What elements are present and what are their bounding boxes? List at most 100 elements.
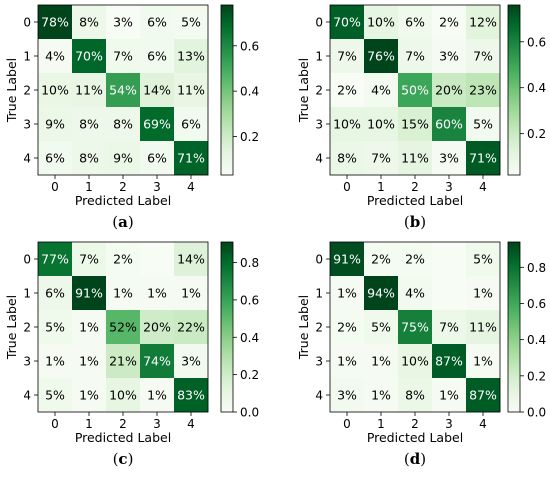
cell-label: 7% [473, 49, 493, 64]
y-tick-label: 3 [315, 355, 323, 369]
heatmap-cell [330, 242, 365, 277]
cell-label: 4% [371, 83, 391, 98]
colorbar-tick-label: 0.6 [527, 35, 546, 49]
heatmap-cell [38, 378, 73, 413]
cell-label: 1% [337, 354, 357, 369]
heatmap-cell [72, 344, 107, 379]
heatmap-cell [72, 5, 107, 40]
heatmap-cell [140, 276, 175, 311]
cell-label: 2% [439, 15, 459, 30]
heatmap-cell [140, 242, 175, 277]
cell-label: 2% [337, 320, 357, 335]
x-tick-label: 2 [411, 180, 419, 194]
heatmap-cell [106, 276, 141, 311]
panel-label: (d) [404, 450, 426, 468]
cell-label: 5% [181, 15, 201, 30]
cell-label: 94% [367, 286, 395, 301]
cell-label: 3% [439, 49, 459, 64]
cell-label: 10% [109, 388, 137, 403]
y-tick-label: 4 [315, 152, 323, 166]
heatmap-cell [466, 276, 501, 311]
x-tick-label: 1 [377, 417, 385, 431]
heatmap-cell [174, 242, 209, 277]
heatmap-cell [364, 107, 399, 142]
cell-label: 11% [75, 83, 103, 98]
heatmap-cell [174, 276, 209, 311]
panel-b: 70% 10% 6% 2% 12%7% 76% 7% 3% 7%2% 4% 50% 20% 23%10%… [296, 4, 546, 231]
x-axis-label: Predicted Label [75, 430, 171, 445]
heatmap-cell [140, 344, 175, 379]
heatmap-cell [398, 310, 433, 345]
heatmap-cell [466, 344, 501, 379]
cell-label: 1% [371, 388, 391, 403]
colorbar-tick-label: 0.2 [240, 130, 259, 144]
heatmap-cell [330, 107, 365, 142]
heatmap-cell [140, 73, 175, 108]
cell-label: 7% [79, 252, 99, 267]
heatmap-cell [432, 378, 467, 413]
heatmap-cell [432, 39, 467, 74]
cell-label: 7% [439, 320, 459, 335]
heatmap-cell [466, 39, 501, 74]
heatmap-cell [106, 242, 141, 277]
heatmap-cell [432, 242, 467, 277]
y-axis-label: True Label [296, 295, 311, 360]
cell-label: 8% [113, 117, 133, 132]
cell-label: 1% [181, 286, 201, 301]
cell-label: 12% [469, 15, 497, 30]
cell-label: 7% [405, 49, 425, 64]
heatmap-cell [466, 141, 501, 176]
y-tick-label: 4 [23, 389, 31, 403]
cell-label: 1% [79, 354, 99, 369]
heatmap-cell [140, 378, 175, 413]
colorbar [507, 241, 521, 413]
heatmap-cell [140, 5, 175, 40]
cell-label: 3% [337, 388, 357, 403]
heatmap-cell [398, 39, 433, 74]
cell-label: 1% [147, 388, 167, 403]
cell-label: 6% [147, 49, 167, 64]
cell-label: 87% [435, 354, 463, 369]
x-tick-label: 0 [343, 417, 351, 431]
heatmap-cell [364, 242, 399, 277]
x-tick-label: 0 [343, 180, 351, 194]
heatmap-cell [72, 242, 107, 277]
heatmap-cell [364, 276, 399, 311]
heatmap-cell [106, 73, 141, 108]
y-tick-label: 2 [23, 321, 31, 335]
y-tick-label: 1 [23, 50, 31, 64]
x-tick-label: 3 [153, 417, 161, 431]
heatmap-cell [106, 141, 141, 176]
heatmap-cell [72, 276, 107, 311]
cell-label: 1% [147, 286, 167, 301]
heatmap-cell [174, 107, 209, 142]
cell-label: 20% [435, 83, 463, 98]
cell-label: 11% [469, 320, 497, 335]
heatmap-cell [466, 242, 501, 277]
x-tick-label: 4 [187, 180, 195, 194]
colorbar-tick-label: 0.4 [240, 331, 259, 345]
heatmap-cell [106, 5, 141, 40]
heatmap-cell [330, 344, 365, 379]
heatmap-cell [174, 344, 209, 379]
cell-label: 4% [45, 49, 65, 64]
heatmap-cell [398, 73, 433, 108]
x-tick-label: 0 [51, 180, 59, 194]
cell-label: 5% [45, 320, 65, 335]
heatmap-cell [364, 378, 399, 413]
cell-label: 10% [41, 83, 69, 98]
cell-label: 74% [143, 354, 171, 369]
heatmap-cell [72, 39, 107, 74]
colorbar [220, 241, 234, 413]
heatmap-cell [330, 141, 365, 176]
colorbar-tick-label: 0.4 [527, 333, 546, 347]
panel-d: 91% 2% 2% 5%1% 94% 4% 1%2% 5% 75% 7% 11%1% 1% 10% 87%… [296, 241, 546, 468]
colorbar-tick-label: 0.2 [527, 127, 546, 141]
cell-label: 9% [113, 151, 133, 166]
heatmap-cell [140, 39, 175, 74]
panel-label: (b) [404, 213, 426, 231]
cell-label: 6% [147, 151, 167, 166]
cell-label: 70% [333, 15, 361, 30]
heatmap-cell [140, 107, 175, 142]
